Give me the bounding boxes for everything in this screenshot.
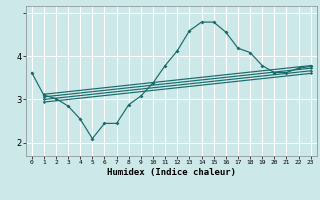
X-axis label: Humidex (Indice chaleur): Humidex (Indice chaleur) xyxy=(107,168,236,177)
